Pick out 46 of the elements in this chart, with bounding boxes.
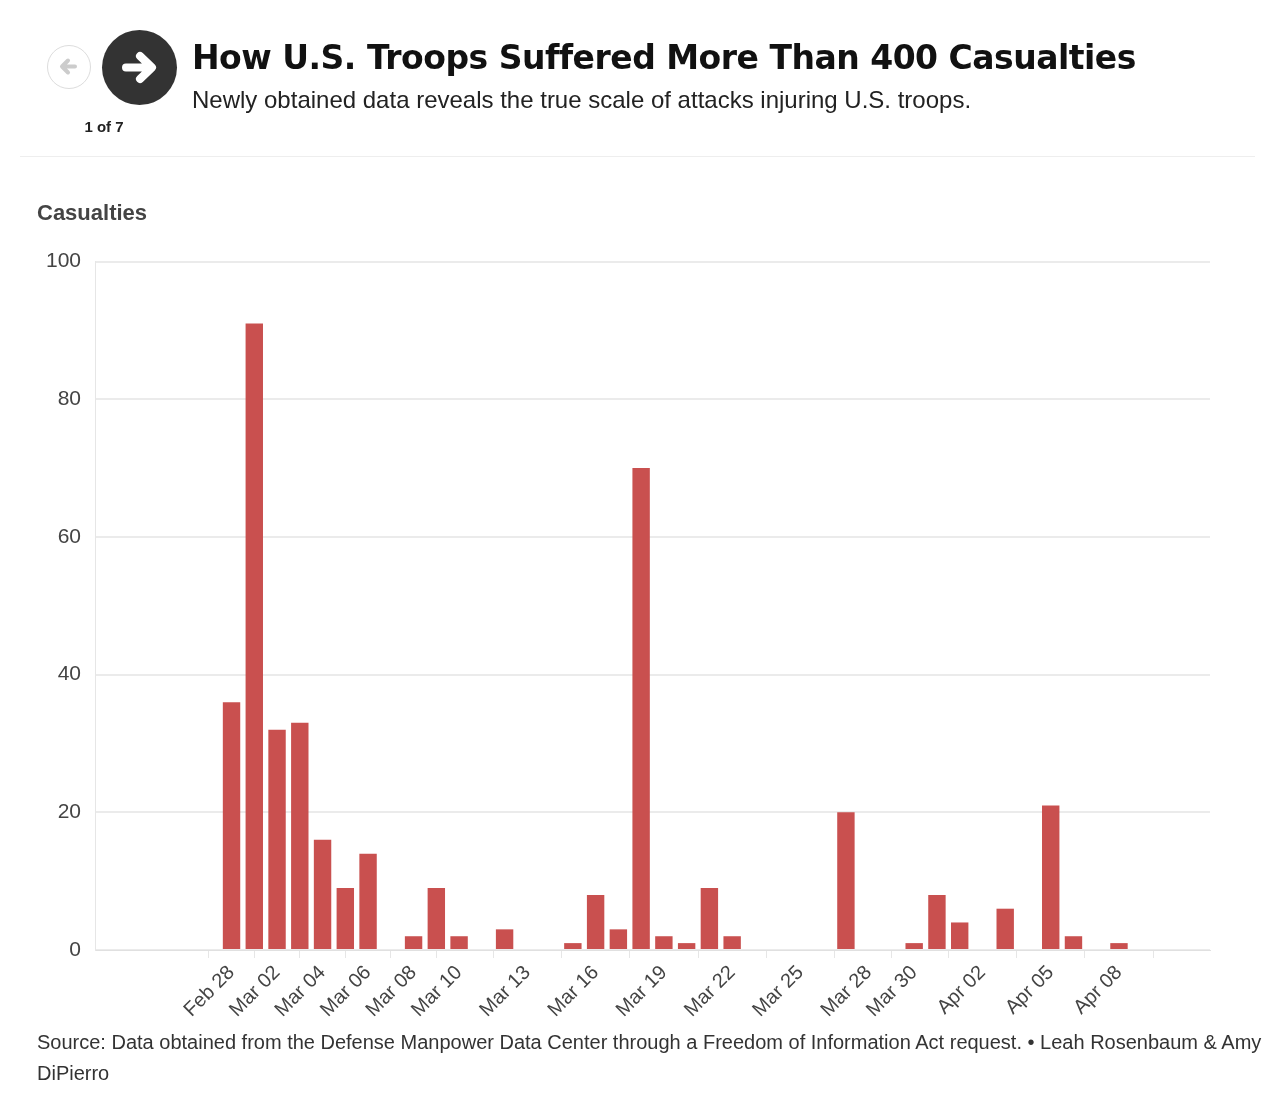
y-tick-label: 40 <box>57 661 81 685</box>
y-tick-label: 80 <box>57 386 81 410</box>
x-tick-label: Mar 19 <box>611 960 671 1021</box>
bar <box>1064 936 1083 949</box>
bar <box>586 894 605 949</box>
chart-title: How U.S. Troops Suffered More Than 400 Casualties <box>192 38 1136 77</box>
bar <box>928 894 946 949</box>
bar <box>655 936 673 949</box>
text: 1 of 7 <box>83 118 125 135</box>
bar <box>632 468 650 949</box>
bar <box>404 936 423 949</box>
bar <box>564 943 582 949</box>
bar <box>837 812 855 949</box>
x-tick-label: Mar 22 <box>679 960 739 1021</box>
bar <box>450 936 468 949</box>
y-tick-label: 100 <box>45 248 81 272</box>
x-tick-label: Mar 25 <box>747 960 808 1021</box>
y-tick-label: 60 <box>57 523 81 547</box>
bar <box>336 888 355 949</box>
bar <box>700 888 719 949</box>
x-tick-label: Apr 05 <box>1000 960 1058 1018</box>
chart-subtitle: Newly obtained data reveals the true scale of attacks injuring U.S. troops. <box>192 86 972 114</box>
bar <box>1042 805 1060 949</box>
bar <box>950 922 969 949</box>
bar <box>313 839 332 949</box>
x-tick-label: Apr 02 <box>931 960 990 1018</box>
bar <box>427 888 446 949</box>
bar <box>609 929 628 949</box>
bar <box>996 908 1014 949</box>
bar <box>723 936 741 949</box>
x-tick-label: Mar 13 <box>474 960 535 1021</box>
bar <box>268 729 286 949</box>
y-tick-label: 0 <box>69 936 81 960</box>
x-tick-label: Mar 16 <box>542 960 603 1021</box>
bar <box>222 702 241 949</box>
bar <box>245 323 263 949</box>
x-tick-label: Apr 08 <box>1068 960 1126 1018</box>
source-note: Source: Data obtained from the Defense Manpower Data Center through a Freedom of Information Act request. • Leah Rosenbaum & Amy DiPierro <box>37 1030 1263 1086</box>
y-axis-title: Casualties <box>37 200 148 226</box>
bar <box>495 929 514 949</box>
bar <box>359 853 377 949</box>
bar <box>905 943 923 949</box>
y-tick-label: 20 <box>57 799 81 823</box>
bar <box>1110 943 1128 949</box>
bar <box>677 943 696 949</box>
bar <box>291 722 309 949</box>
